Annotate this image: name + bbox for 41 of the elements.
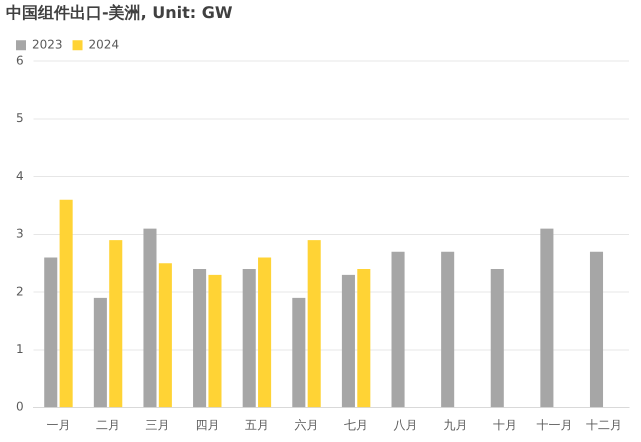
bar [441, 252, 454, 408]
bar [208, 274, 222, 408]
bar [342, 274, 355, 408]
bar [44, 257, 58, 408]
bar [60, 200, 73, 408]
chart-title: 中国组件出口-美洲, Unit: GW [6, 2, 233, 22]
y-tick-label: 4 [16, 168, 24, 183]
bar [308, 240, 321, 408]
bar [490, 269, 504, 408]
x-tick-label: 一月 [46, 418, 70, 432]
bar [193, 269, 206, 408]
bar [158, 263, 172, 408]
x-tick-label: 十二月 [586, 418, 622, 432]
y-tick-label: 1 [16, 342, 24, 356]
x-tick-label: 十一月 [536, 418, 573, 432]
bar [143, 228, 157, 408]
bar [590, 252, 604, 408]
x-tick-label: 四月 [195, 418, 220, 432]
bar [109, 240, 122, 408]
y-tick-label: 3 [16, 226, 24, 241]
bar [292, 298, 306, 408]
bar [242, 269, 256, 408]
x-tick-label: 三月 [146, 418, 170, 432]
x-tick-label: 二月 [96, 418, 120, 432]
bar [94, 298, 107, 408]
y-tick-label: 6 [16, 53, 24, 68]
x-tick-label: 六月 [294, 418, 319, 432]
y-tick-label: 0 [16, 400, 24, 414]
x-tick-label: 八月 [394, 418, 418, 432]
legend-label: 2023 [32, 37, 63, 52]
x-tick-label: 七月 [344, 418, 368, 432]
x-tick-label: 十月 [492, 418, 517, 432]
y-tick-label: 5 [16, 111, 24, 126]
bar [392, 252, 405, 408]
x-tick-label: 九月 [443, 418, 468, 432]
bar [540, 228, 554, 408]
y-tick-label: 2 [16, 284, 24, 298]
bar [357, 269, 370, 408]
x-tick-label: 五月 [244, 418, 269, 432]
bar [258, 257, 272, 408]
legend-label: 2024 [88, 37, 120, 52]
